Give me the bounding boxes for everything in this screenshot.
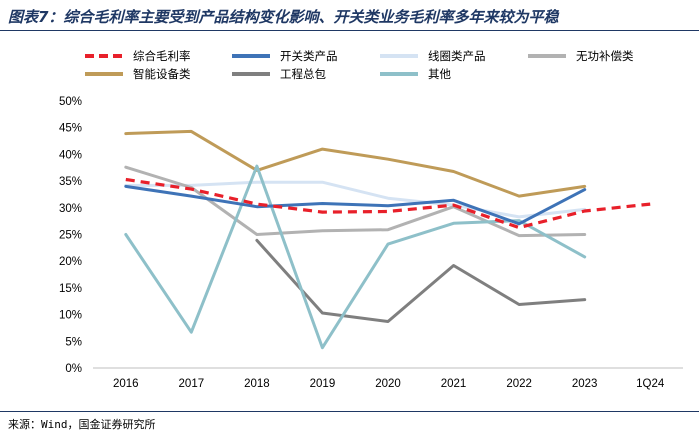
x-tick-label: 2020 <box>375 378 401 390</box>
legend-label: 工程总包 <box>280 67 326 81</box>
legend-label: 其他 <box>428 67 451 81</box>
legend-item: 线圈类产品 <box>380 49 486 63</box>
x-tick-label: 2021 <box>441 378 467 390</box>
series-line-2 <box>124 180 587 219</box>
legend-label: 综合毛利率 <box>133 49 191 63</box>
x-tick-label: 2022 <box>506 378 532 390</box>
y-tick-label: 50% <box>59 96 82 108</box>
y-tick-label: 35% <box>59 176 82 188</box>
y-axis: 0% 5% 10% 15% 20% 25% 30% 35% 40% 45% 50% <box>59 96 82 375</box>
x-tick-label: 2023 <box>572 378 598 390</box>
series-line-1 <box>124 184 587 226</box>
y-tick-label: 20% <box>59 256 82 268</box>
legend-label: 开关类产品 <box>280 49 338 63</box>
source-note: 来源：Wind，国金证券研究所 <box>8 418 156 431</box>
y-tick-label: 45% <box>59 123 82 135</box>
title-rule <box>0 30 699 31</box>
legend-label: 智能设备类 <box>133 67 191 81</box>
y-tick-label: 25% <box>59 230 82 242</box>
legend-item: 开关类产品 <box>232 49 338 63</box>
legend-item: 无功补偿类 <box>528 49 634 63</box>
y-tick-label: 15% <box>59 283 82 295</box>
x-tick-label: 2017 <box>179 378 205 390</box>
legend-label: 线圈类产品 <box>428 49 486 63</box>
y-tick-label: 40% <box>59 149 82 161</box>
x-tick-label: 1Q24 <box>636 378 665 390</box>
y-tick-label: 30% <box>59 203 82 215</box>
y-tick-label: 5% <box>65 336 82 348</box>
y-tick-label: 10% <box>59 310 82 322</box>
source-rule <box>0 411 699 412</box>
x-axis: 2016 2017 2018 2019 2020 2021 2022 2023 1Q24 <box>93 367 683 390</box>
legend-item: 工程总包 <box>232 67 326 81</box>
series-line-3 <box>124 165 587 238</box>
series-line-0 <box>125 177 651 230</box>
chart-series <box>124 129 651 350</box>
series-line-4 <box>124 129 587 198</box>
legend-item: 智能设备类 <box>85 67 191 81</box>
legend-item: 综合毛利率 <box>85 49 191 63</box>
legend-label: 无功补偿类 <box>576 49 634 63</box>
series-line-5 <box>255 238 587 323</box>
x-tick-label: 2016 <box>113 378 139 390</box>
x-tick-label: 2019 <box>310 378 336 390</box>
legend-item: 其他 <box>380 67 451 81</box>
chart-title: 图表7：综合毛利率主要受到产品结构变化影响、开关类业务毛利率多年来较为平稳 <box>8 8 559 26</box>
x-tick-label: 2018 <box>244 378 270 390</box>
y-tick-label: 0% <box>65 363 82 375</box>
